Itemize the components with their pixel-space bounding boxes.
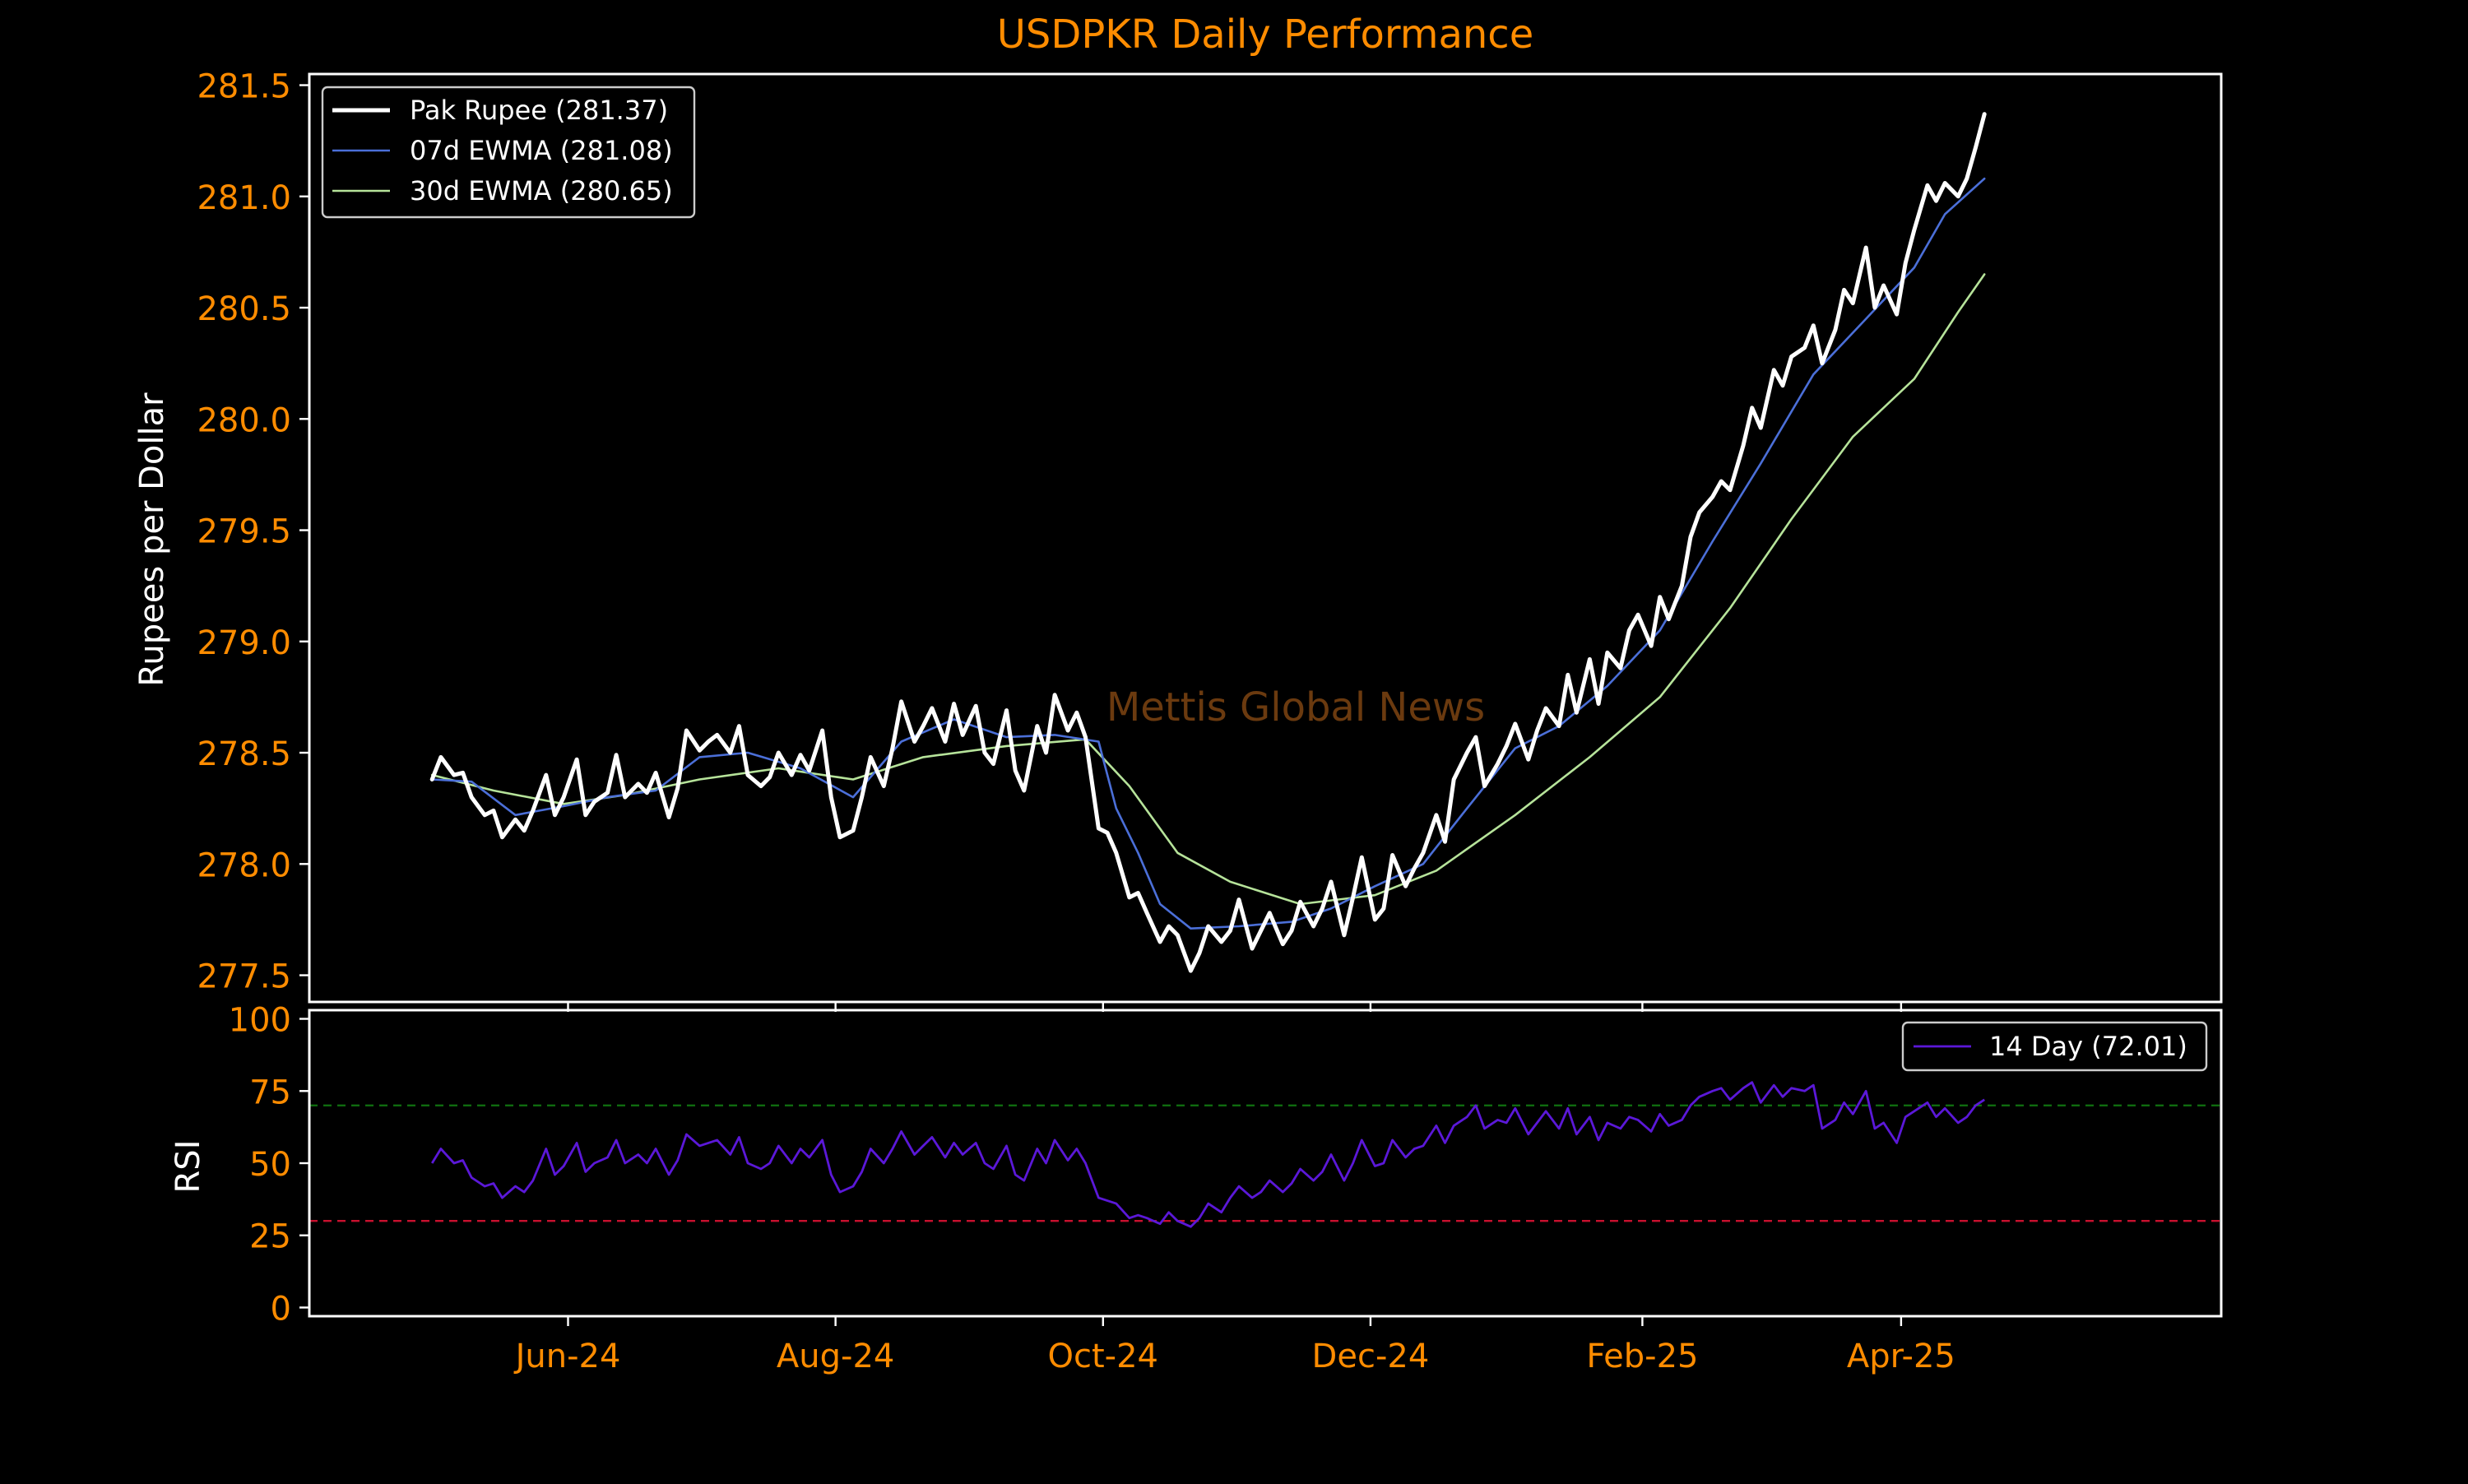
price-y-tick-label: 279.5: [197, 513, 291, 551]
ewma7-line: [430, 177, 1986, 930]
price-y-tick-label: 281.5: [197, 68, 291, 106]
rsi-y-tick-label: 25: [249, 1218, 291, 1256]
rsi-panel-frame: [308, 1009, 2223, 1318]
x-tick-label: Apr-25: [1847, 1338, 1955, 1375]
rsi-legend-box: [1901, 1021, 2208, 1072]
watermark: Mettis Global News: [1106, 684, 1485, 730]
price-y-axis-label: Rupees per Dollar: [133, 392, 171, 687]
price-legend: Pak Rupee (281.37) 07d EWMA (281.08) 30d E…: [321, 86, 696, 219]
rsi-y-axis-label: RSI: [169, 1140, 207, 1194]
x-tick-label: Oct-24: [1048, 1338, 1159, 1375]
price-y-tick-label: 278.5: [197, 735, 291, 773]
price-y-tick-label: 280.5: [197, 290, 291, 328]
price-y-tick-label: 279.0: [197, 624, 291, 662]
price-line: [429, 112, 1987, 973]
price-legend-box: [321, 86, 696, 219]
rsi-y-tick-label: 75: [249, 1074, 291, 1111]
price-y-tick-label: 281.0: [197, 179, 291, 217]
price-legend-label: Pak Rupee (281.37): [410, 95, 668, 126]
rsi-line: [431, 1081, 1985, 1228]
x-tick-label: Aug-24: [777, 1338, 894, 1375]
x-tick-label: Dec-24: [1312, 1338, 1430, 1375]
x-tick-label: Feb-25: [1586, 1338, 1698, 1375]
price-panel-frame: [308, 72, 2223, 1004]
rsi-y-ticks: 0 25 50 75 100: [229, 1002, 309, 1328]
price-series-group: [429, 112, 1987, 973]
rsi-y-tick-label: 50: [249, 1146, 291, 1184]
x-tick-label: Jun-24: [513, 1338, 621, 1375]
chart-title: USDPKR Daily Performance: [997, 12, 1533, 58]
rsi-y-tick-label: 0: [271, 1290, 291, 1328]
price-y-ticks: 277.5 278.0 278.5 279.0 279.5 280.0 280.5 281.0…: [197, 68, 309, 996]
price-legend-label: 30d EWMA (280.65): [410, 175, 673, 206]
rsi-legend-label: 14 Day (72.01): [1989, 1031, 2187, 1062]
rsi-series-group: [309, 1081, 2221, 1228]
price-legend-label: 07d EWMA (281.08): [410, 135, 673, 166]
price-y-tick-label: 280.0: [197, 401, 291, 439]
price-y-tick-label: 277.5: [197, 958, 291, 996]
rsi-y-tick-label: 100: [229, 1002, 291, 1040]
x-axis-ticks: Jun-24 Aug-24 Oct-24 Dec-24 Feb-25 Apr-25: [513, 1002, 1955, 1375]
ewma30-line: [430, 273, 1986, 906]
price-y-tick-label: 278.0: [197, 846, 291, 884]
rsi-legend: 14 Day (72.01): [1901, 1021, 2208, 1072]
